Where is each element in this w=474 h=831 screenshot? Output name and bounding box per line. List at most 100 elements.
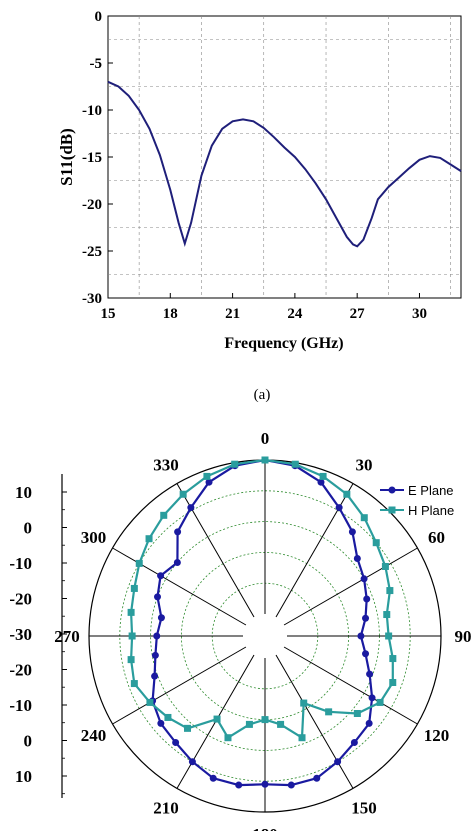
s11-ytick-label: 0: [95, 9, 103, 25]
h-plane-marker: [300, 699, 308, 707]
radial-tick-label: -10: [9, 554, 32, 573]
h-plane-marker: [261, 716, 269, 724]
h-plane-marker: [385, 632, 393, 640]
e-plane-marker: [187, 504, 195, 512]
radial-tick-label: -20: [9, 590, 32, 609]
polar-angle-label: 30: [356, 456, 373, 475]
e-plane-marker: [362, 650, 370, 658]
e-plane-marker: [335, 504, 343, 512]
e-plane-marker: [151, 651, 159, 659]
h-plane-marker: [127, 656, 135, 664]
subfigure-caption: (a): [254, 387, 271, 403]
h-plane-marker: [213, 715, 221, 723]
e-plane-marker: [317, 478, 325, 486]
polar-series-line-h-plane: [130, 458, 394, 739]
h-plane-marker: [353, 709, 361, 717]
e-plane-marker: [334, 758, 342, 766]
e-plane-marker: [174, 528, 182, 536]
s11-ytick-label: -10: [82, 103, 102, 119]
e-plane-marker: [363, 595, 371, 603]
h-plane-marker: [383, 611, 391, 619]
h-plane-marker: [372, 539, 380, 547]
e-plane-marker: [287, 781, 295, 789]
polar-angle-label: 120: [424, 726, 450, 745]
radial-tick-label: 10: [15, 767, 32, 786]
polar-angle-label: 60: [428, 528, 445, 547]
h-plane-marker: [298, 734, 306, 742]
s11-ylabel: S11(dB): [57, 128, 76, 186]
polar-radial-axis: 10 0 -10 -20 -30 -20 -10 0 10: [9, 474, 67, 798]
radial-tick-label: -10: [9, 696, 32, 715]
e-plane-marker: [357, 632, 365, 640]
e-plane-marker: [350, 739, 358, 747]
e-plane-marker: [313, 774, 321, 782]
e-plane-marker: [368, 694, 376, 702]
s11-ytick-label: -25: [82, 244, 102, 260]
s11-ytick-label: -5: [90, 56, 103, 72]
h-plane-marker: [325, 708, 333, 716]
polar-angle-label: 90: [455, 627, 472, 646]
s11-ticks: 15 18 21 24 27 30 0 -5 -10 -15 -20 -25 -30: [82, 9, 427, 322]
polar-spoke: [283, 547, 418, 626]
h-plane-marker: [145, 535, 153, 543]
h-plane-marker: [381, 562, 389, 570]
e-plane-marker: [172, 739, 180, 747]
h-plane-marker: [343, 490, 351, 498]
s11-xtick-label: 24: [287, 306, 303, 322]
h-plane-marker: [130, 584, 138, 592]
s11-series-line: [107, 80, 462, 248]
s11-xtick-label: 21: [225, 306, 240, 322]
s11-ytick-label: -15: [82, 150, 102, 166]
h-plane-marker: [291, 460, 299, 468]
radial-tick-label: -30: [9, 625, 32, 644]
h-plane-marker: [179, 490, 187, 498]
e-plane-marker: [157, 719, 165, 727]
s11-ytick-label: -30: [82, 291, 102, 307]
s11-grid: [108, 16, 461, 298]
h-plane-marker: [184, 724, 192, 732]
h-plane-marker: [231, 460, 239, 468]
radial-tick-label: 0: [24, 519, 33, 538]
h-plane-marker: [130, 680, 138, 688]
h-plane-marker: [160, 511, 168, 519]
polar-spoke: [283, 646, 418, 725]
polar-spoke: [275, 654, 354, 789]
polar-spoke: [112, 547, 247, 626]
e-plane-marker: [209, 774, 217, 782]
e-plane-marker: [261, 780, 269, 788]
legend-marker: [388, 486, 396, 494]
e-plane-marker: [348, 528, 356, 536]
h-plane-marker: [224, 734, 232, 742]
polar-angle-label: 240: [81, 726, 107, 745]
polar-angle-label: 330: [153, 456, 179, 475]
e-plane-marker: [205, 478, 213, 486]
e-plane-marker: [157, 572, 165, 580]
h-plane-marker: [245, 720, 253, 728]
polar-angle-labels: 0 30 60 90 120 150 180 210 240 270 300 330: [54, 429, 471, 831]
e-plane-marker: [188, 758, 196, 766]
polar-legend: E Plane H Plane: [380, 483, 454, 518]
polar-angle-label: 270: [54, 627, 80, 646]
e-plane-marker: [365, 719, 373, 727]
s11-xtick-label: 27: [350, 306, 366, 322]
polar-spoke: [176, 483, 255, 618]
h-plane-marker: [128, 632, 136, 640]
h-plane-marker: [164, 713, 172, 721]
e-plane-marker: [153, 593, 161, 601]
h-plane-marker: [376, 698, 384, 706]
h-plane-marker: [261, 456, 269, 464]
e-plane-marker: [360, 575, 368, 583]
e-plane-marker: [157, 614, 165, 622]
h-plane-marker: [203, 472, 211, 480]
h-plane-marker: [277, 720, 285, 728]
s11-plot-frame: [107, 15, 462, 299]
radial-tick-label: 0: [24, 732, 33, 751]
h-plane-marker: [389, 655, 397, 663]
s11-chart: 15 18 21 24 27 30 0 -5 -10 -15 -20 -25 -30 S11(dB) F…: [57, 9, 462, 352]
e-plane-marker: [235, 781, 243, 789]
e-plane-marker: [353, 555, 361, 563]
h-plane-marker: [360, 514, 368, 522]
s11-ytick-label: -20: [82, 197, 102, 213]
s11-xtick-label: 15: [101, 306, 116, 322]
